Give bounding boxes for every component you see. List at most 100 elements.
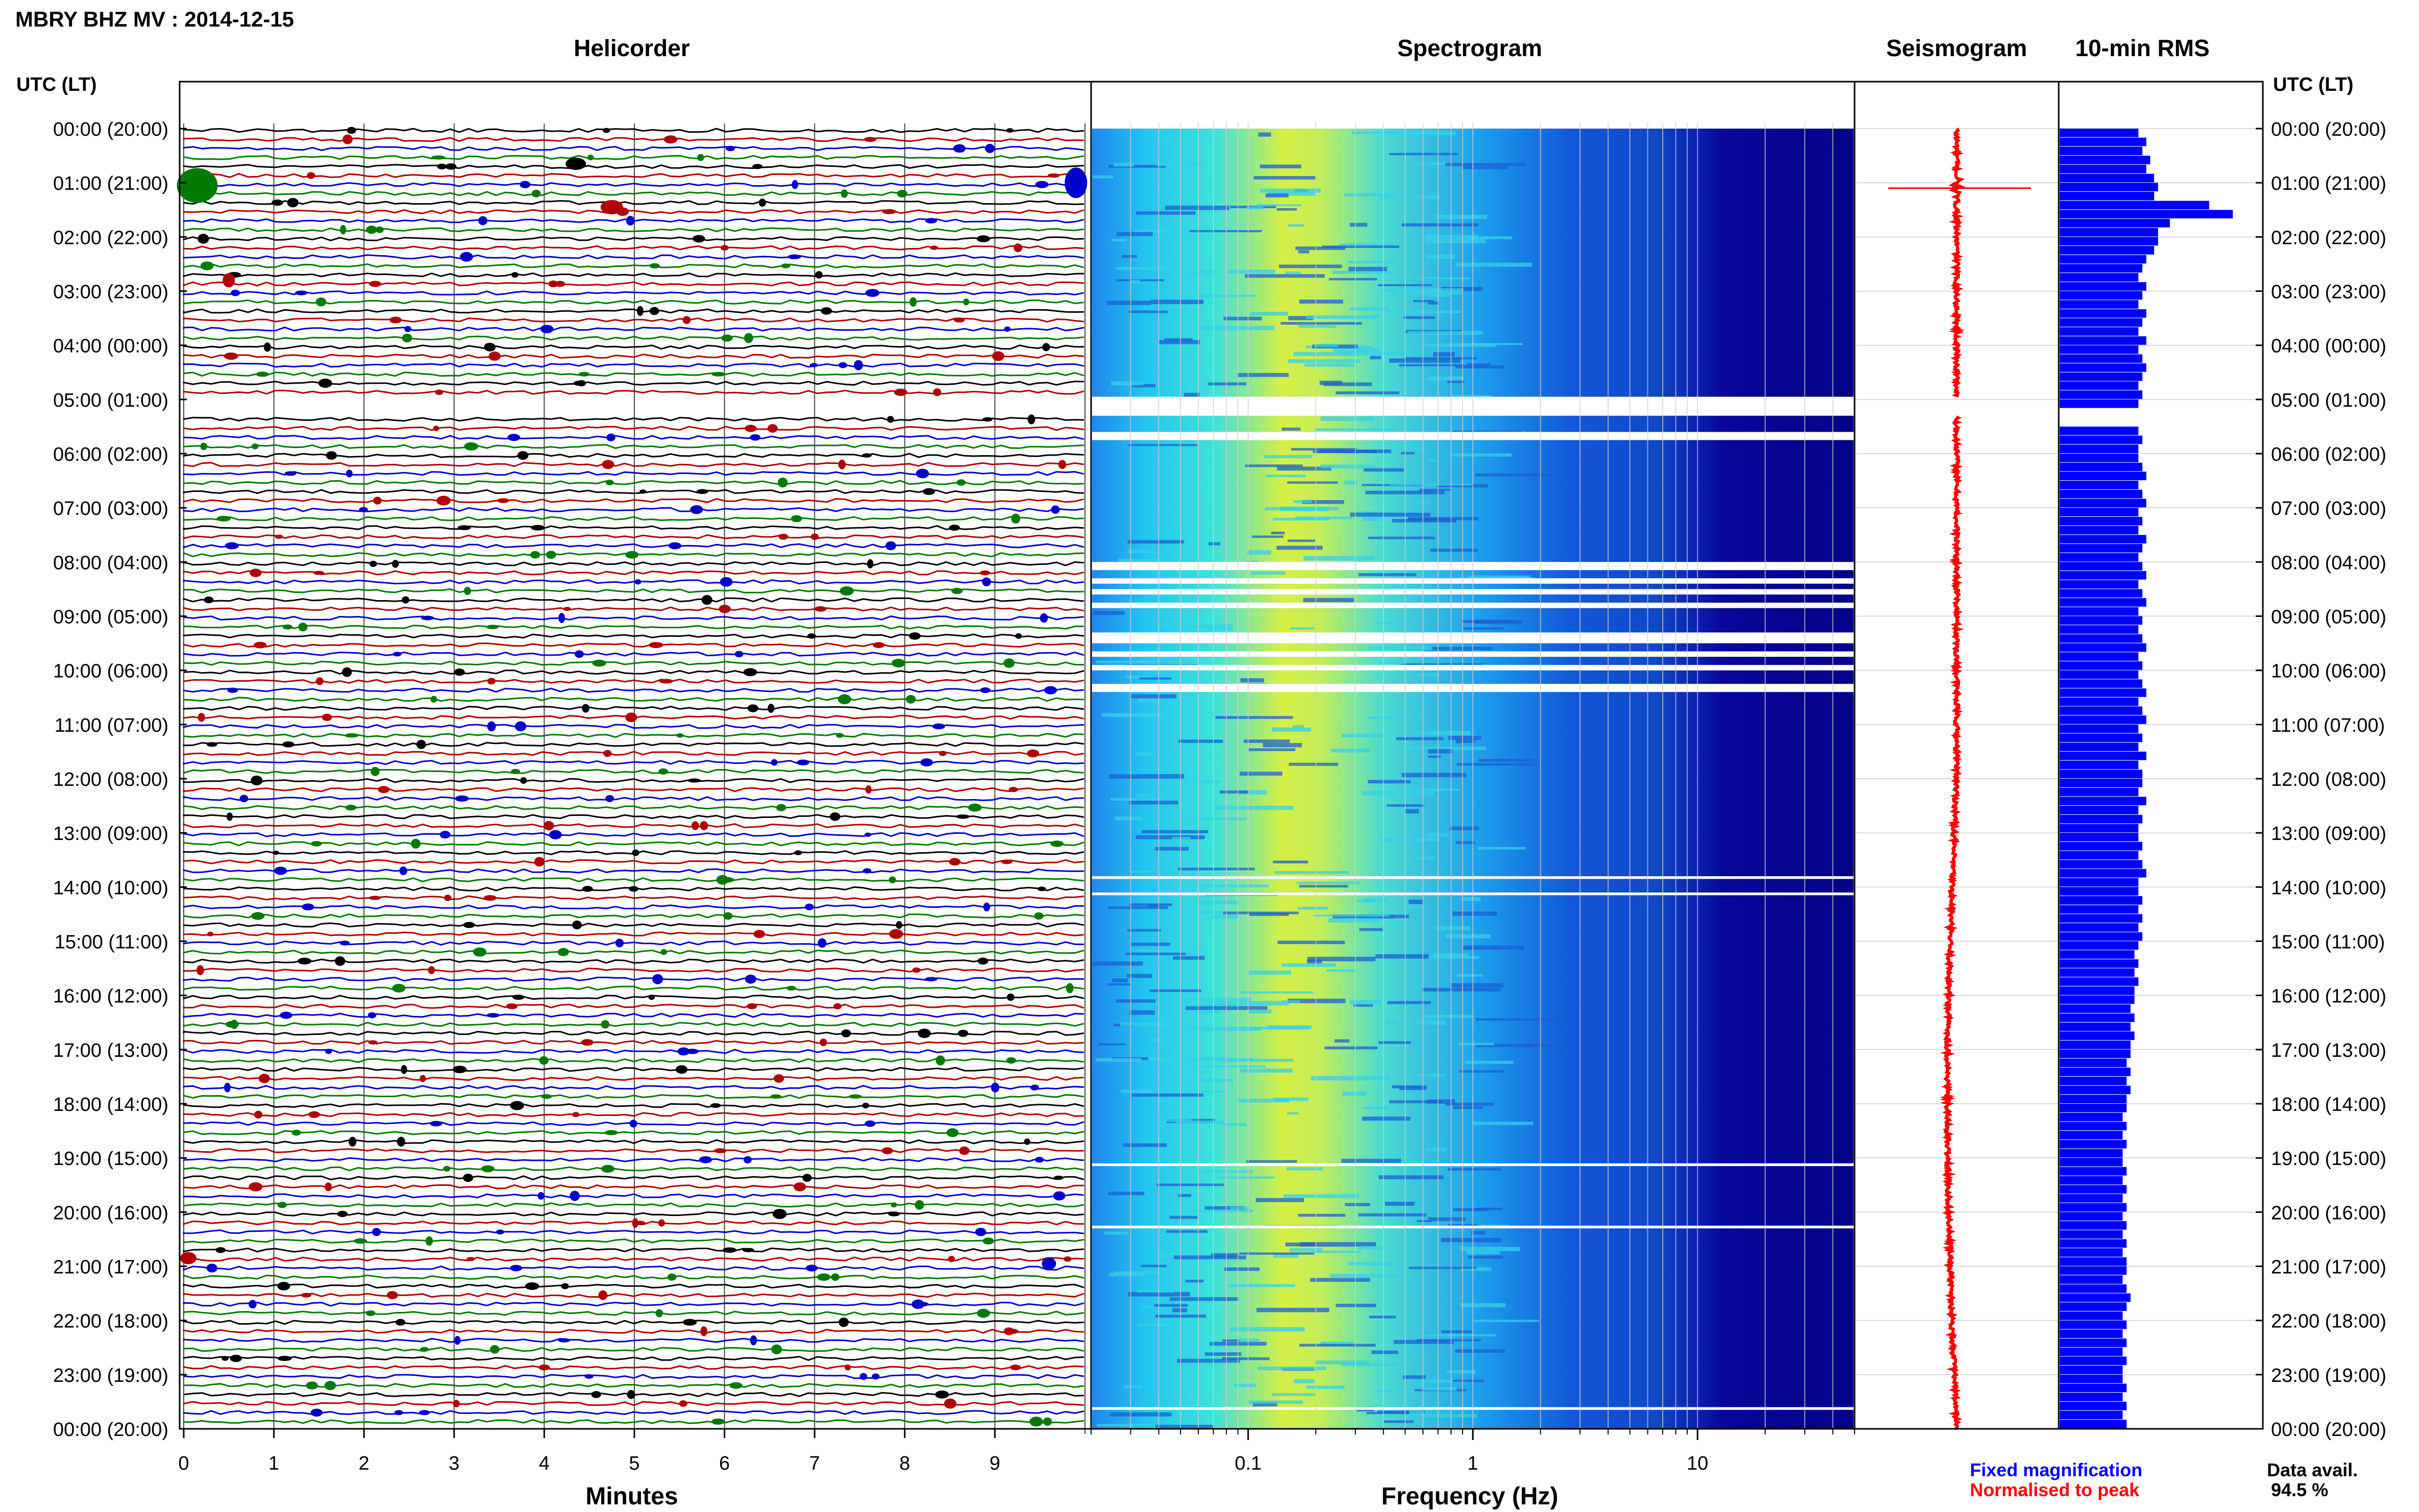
spectrogram-streak [1334,1039,1350,1043]
helicorder-event [602,128,610,133]
rms-bar [2060,535,2146,543]
rms-bar [2060,977,2139,986]
spectrogram-streak [1267,1025,1312,1029]
spectrogram-streak [1427,294,1451,298]
helicorder-event [411,838,421,849]
helicorder-event [436,495,451,506]
spectrogram-streak [1349,1000,1381,1005]
spectrogram-streak [1461,897,1481,901]
helicorder-event [1014,243,1023,253]
helicorder-event [225,542,239,550]
helicorder-event [663,135,678,144]
spectrogram-streak [1349,307,1389,311]
helicorder-event [1064,1256,1072,1262]
rms-bar [2060,1212,2123,1221]
helicorder-event [322,713,332,721]
helicorder-trace [183,877,1084,883]
spectrogram-streak [1288,224,1304,227]
spectrogram-streak [1290,627,1314,630]
helicorder-event [873,642,885,648]
spectrogram-streak [1391,447,1422,451]
helicorder-event [372,1228,381,1236]
helicorder-event [935,1055,945,1065]
spectrogram-streak [1448,1168,1501,1171]
spectrogram-streak [1455,1349,1505,1353]
spectrogram-streak [1277,466,1331,471]
spectrogram-streak [1404,747,1486,750]
helicorder-event [531,189,541,197]
helicorder-trace [183,290,1084,296]
spectrogram-streak [1148,1057,1226,1061]
rms-bar [2060,327,2139,336]
helicorder-event [722,1247,737,1253]
helicorder-event [302,903,314,911]
helicorder-event [821,307,832,315]
helicorder-event [605,480,614,486]
spectrogram-streak [1157,1100,1195,1102]
minute-tick-label: 2 [359,1453,369,1474]
spectrogram-streak [1311,1076,1391,1081]
helicorder-event [753,930,766,938]
spectrogram-streak [1154,1304,1188,1307]
spectrogram-streak [1447,380,1465,383]
helicorder-event [992,351,1004,361]
helicorder-event [833,1003,842,1009]
helicorder-event [817,1273,831,1281]
helicorder-event [573,381,585,386]
helicorder-trace [183,642,1084,648]
rms-bar [2060,1266,2127,1275]
spectrogram-streak [1277,940,1345,945]
spectrogram-streak [1291,448,1357,451]
spectrogram-streak [1222,1339,1241,1342]
spectrogram-streak [1455,841,1475,844]
rms-bar [2060,1139,2127,1149]
data-availability-value: 94.5 % [2271,1479,2328,1500]
helicorder-event [815,271,823,279]
spectrogram-streak [1217,1058,1293,1062]
spectrogram-streak [1246,206,1264,210]
spectrogram-streak [1413,131,1456,135]
helicorder-event [1050,840,1064,847]
spectrogram-streak [1342,1363,1409,1367]
helicorder-event [863,137,877,142]
helicorder-trace [183,534,1084,539]
spectrogram-streak [1422,988,1501,992]
rms-bar [2060,887,2139,896]
spectrogram-streak [1127,444,1198,447]
helicorder-event [697,154,704,161]
helicorder-event [777,477,788,488]
spectrogram-streak [1114,163,1134,167]
spectrogram-streak [1409,1410,1423,1414]
spectrogram-streak [1200,1090,1225,1093]
helicorder-event [295,290,308,295]
helicorder-event [658,1219,665,1227]
spectrogram-streak [1251,571,1286,575]
spectrogram-streak [1425,239,1486,243]
helicorder-event [667,1273,677,1281]
helicorder-event [953,144,966,153]
helicorder-event [367,1012,377,1019]
helicorder-trace [183,209,1084,214]
helicorder-event [558,1338,571,1343]
spectrogram-streak [1296,881,1360,884]
spectrogram-streak [1330,1274,1409,1278]
spectrogram-streak [1204,1206,1245,1210]
helicorder-event [605,795,614,802]
helicorder-event [354,1238,367,1244]
helicorder-event [768,704,775,713]
rms-bar [2060,183,2158,191]
spectrogram-streak [1452,1379,1484,1382]
helicorder-event [649,307,659,315]
helicorder-event [206,742,217,747]
helicorder-event [837,694,851,705]
helicorder-event [496,1229,504,1235]
helicorder-event [1024,1138,1030,1145]
helicorder-trace [183,389,1084,395]
helicorder-event [859,1373,868,1380]
helicorder-trace [183,940,1084,946]
rms-bar [2060,625,2139,634]
helicorder-event [375,226,384,233]
rms-bar [2060,914,2142,923]
helicorder-event [558,613,565,623]
helicorder-event [345,805,357,811]
